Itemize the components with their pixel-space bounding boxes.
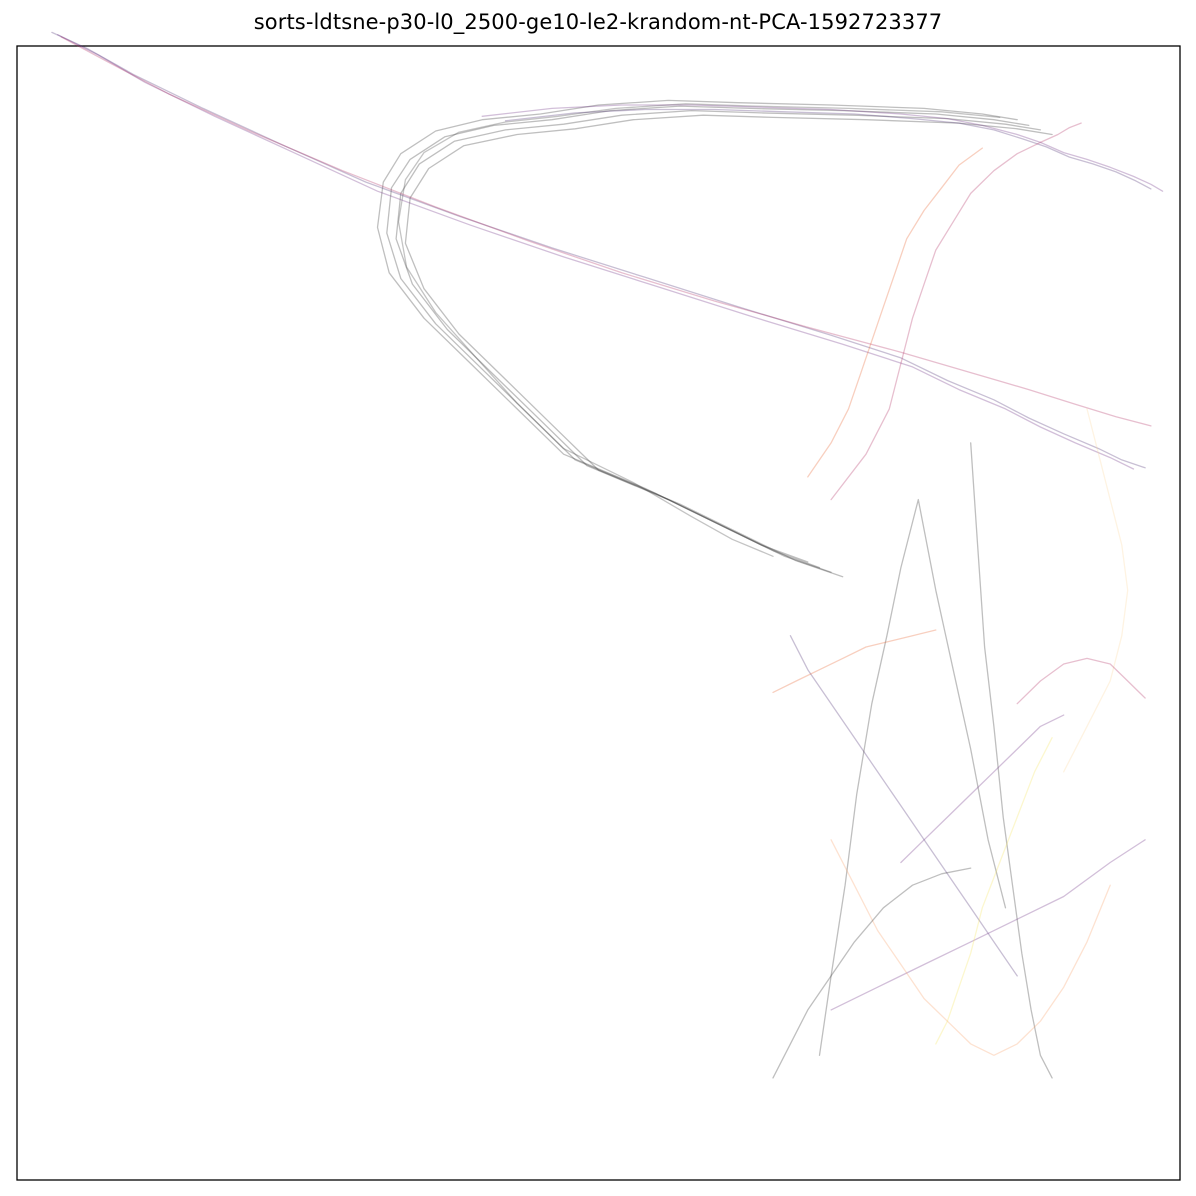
series-line-22 bbox=[772, 867, 972, 1079]
series-line-11 bbox=[807, 147, 983, 478]
series-line-3 bbox=[404, 114, 1053, 578]
series-line-1 bbox=[386, 105, 1030, 569]
series-line-17 bbox=[1063, 408, 1129, 773]
series-line-4 bbox=[397, 103, 1001, 557]
series-line-12 bbox=[789, 635, 1018, 977]
series-line-7 bbox=[60, 36, 1152, 427]
series-layer bbox=[51, 31, 1164, 1079]
series-line-14 bbox=[970, 442, 1053, 1079]
series-line-5 bbox=[51, 31, 1146, 469]
series-line-21 bbox=[772, 629, 937, 694]
series-line-10 bbox=[830, 122, 1082, 501]
series-line-6 bbox=[57, 34, 1135, 470]
chart-title: sorts-ldtsne-p30-l0_2500-ge10-le2-krando… bbox=[253, 10, 943, 34]
series-line-16 bbox=[830, 839, 1111, 1056]
series-line-15 bbox=[830, 839, 1146, 1011]
series-line-0 bbox=[376, 99, 1018, 563]
series-line-8 bbox=[481, 104, 1164, 192]
axes-frame bbox=[16, 45, 1181, 1181]
series-line-13 bbox=[818, 498, 1007, 1056]
series-line-18 bbox=[935, 737, 1053, 1045]
series-line-2 bbox=[395, 109, 1042, 573]
series-line-9 bbox=[504, 108, 1152, 190]
series-line-19 bbox=[1016, 657, 1146, 705]
series-line-20 bbox=[900, 714, 1065, 864]
